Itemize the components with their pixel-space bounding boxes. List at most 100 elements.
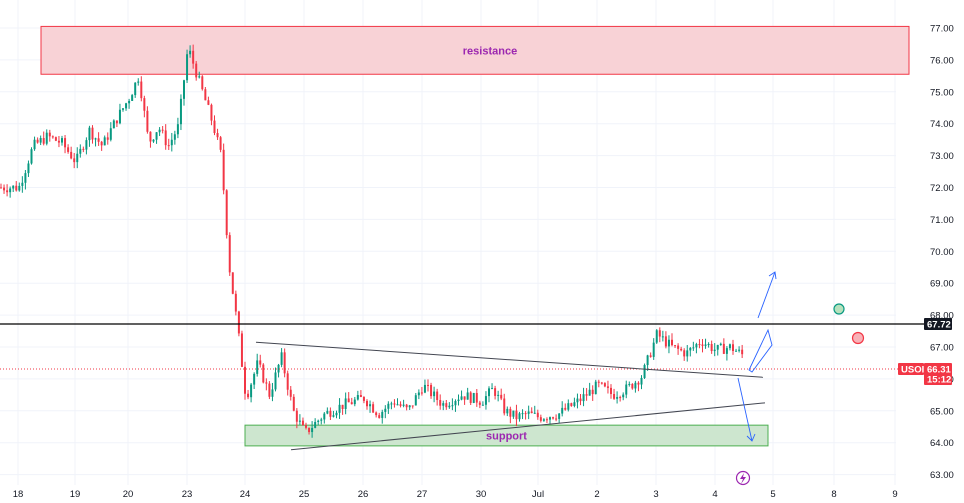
candle-body: [277, 364, 280, 373]
candle-body: [472, 392, 475, 403]
candle-body: [237, 311, 240, 334]
support-zone: [244, 424, 769, 447]
candle-body: [549, 417, 551, 420]
candle-body: [179, 98, 182, 125]
candle-body: [552, 417, 555, 419]
candle-body: [161, 129, 164, 131]
axes: 77.00 76.00 75.00 74.00 73.00 72.00 71.00 70.00…: [13, 24, 954, 501]
candle-body: [359, 395, 362, 398]
candle-body: [128, 100, 131, 104]
candle-body: [375, 412, 378, 416]
candle-body: [137, 81, 140, 83]
candle-body: [725, 348, 728, 354]
candle-body: [488, 388, 490, 397]
candle-body: [610, 387, 612, 395]
candle-body: [661, 336, 664, 338]
candle-body: [430, 384, 433, 397]
candle-body: [716, 344, 719, 350]
candle-body: [298, 420, 301, 422]
candle-body: [454, 401, 457, 406]
candle-body: [353, 399, 356, 405]
symbol-tag-text: USOIL: [901, 365, 930, 376]
candle-body: [442, 403, 445, 406]
y-axis-tick-label: 77.00: [930, 24, 954, 35]
y-axis-tick-label: 63.00: [930, 470, 954, 481]
candle-body: [533, 412, 536, 414]
candle-body: [619, 397, 622, 399]
candle-body: [204, 89, 207, 101]
candle-body: [710, 344, 713, 352]
candle-body: [39, 138, 42, 143]
candle-body: [33, 139, 36, 150]
y-axis-tick-label: 74.00: [930, 119, 954, 130]
candle-body: [195, 63, 198, 78]
candle-body: [366, 400, 368, 407]
candle-body: [115, 120, 118, 124]
candle-body: [323, 413, 326, 420]
candle-body: [674, 345, 677, 347]
candle-body: [420, 392, 423, 394]
candle-body: [414, 395, 417, 406]
candle-body: [591, 389, 594, 395]
candle-body: [271, 389, 274, 397]
candle-body: [451, 405, 454, 407]
candle-body: [131, 95, 134, 101]
candle-body: [112, 120, 115, 129]
upper-trendline: [255, 341, 764, 378]
candle-body: [347, 398, 350, 403]
y-axis-tick-label: 64.00: [930, 438, 954, 449]
candle-body: [286, 373, 289, 390]
candle-body: [539, 417, 542, 421]
candle-body: [183, 80, 185, 99]
candle-body: [70, 151, 73, 159]
candle-body: [484, 396, 487, 405]
candle-body: [82, 148, 85, 150]
candle-body: [683, 350, 686, 357]
candle-body: [387, 403, 390, 409]
candle-body: [448, 405, 451, 408]
candle-body: [338, 404, 341, 413]
candle-body: [311, 427, 314, 433]
candle-body: [219, 137, 222, 150]
candle-body: [36, 139, 39, 143]
candle-body: [503, 398, 506, 414]
candle-body: [21, 182, 24, 186]
candle-body: [295, 410, 298, 422]
candle-body: [247, 393, 250, 398]
candle-body: [527, 411, 530, 414]
y-axis-tick-label: 71.00: [930, 215, 954, 226]
candle-body: [567, 403, 570, 410]
x-axis-tick-label: 19: [70, 489, 81, 500]
y-axis-tick-label: 72.00: [930, 183, 954, 194]
candle-body: [405, 404, 408, 408]
candle-body: [350, 402, 353, 405]
candle-body: [436, 391, 439, 401]
candle-body: [192, 50, 195, 64]
candle-body: [341, 404, 344, 409]
candle-body: [15, 185, 18, 191]
candle-body: [603, 383, 606, 387]
candle-body: [143, 98, 146, 111]
candle-body: [536, 412, 539, 418]
candle-body: [680, 348, 683, 351]
candle-body: [478, 402, 481, 405]
candle-body: [402, 404, 405, 406]
y-axis-tick-label: 67.00: [930, 343, 954, 354]
candle-body: [292, 396, 295, 411]
candle-body: [329, 410, 332, 417]
candle-body: [649, 355, 652, 357]
candle-body: [42, 138, 45, 144]
candle-body: [707, 344, 710, 346]
candle-body: [628, 383, 631, 385]
y-axis-tick-label: 70.00: [930, 247, 954, 258]
candle-body: [393, 403, 396, 405]
candle-body: [695, 344, 698, 348]
candle-body: [433, 391, 436, 397]
current-price-tag: [924, 363, 952, 386]
candle-body: [372, 404, 375, 413]
candle-body: [76, 153, 79, 163]
candle-body: [207, 100, 210, 105]
candle-body: [509, 408, 512, 417]
candle-body: [475, 392, 478, 403]
